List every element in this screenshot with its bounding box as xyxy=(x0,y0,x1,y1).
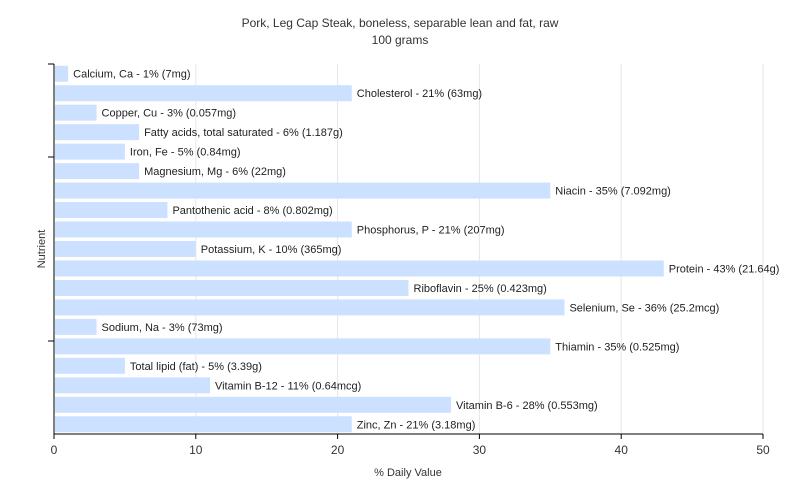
x-tick-label-0: 0 xyxy=(51,443,58,457)
bar-7 xyxy=(55,182,551,199)
bar-1 xyxy=(55,65,69,82)
bar-18 xyxy=(55,396,452,413)
chart-title: Pork, Leg Cap Steak, boneless, separable… xyxy=(242,16,559,30)
x-tick-label-10: 10 xyxy=(189,443,203,457)
bar-4 xyxy=(55,124,140,141)
bars: Calcium, Ca - 1% (7mg) Cholesterol - 21% … xyxy=(55,65,780,433)
axes xyxy=(48,63,764,439)
y-axis-label: Nutrient xyxy=(36,230,48,269)
bar-13 xyxy=(55,299,565,316)
bar-10 xyxy=(55,241,196,257)
bar-8 xyxy=(55,202,168,219)
bar-label-2: Cholesterol - 21% (63mg) xyxy=(357,88,482,100)
bar-label-5: Iron, Fe - 5% (0.84mg) xyxy=(130,147,241,159)
bar-3 xyxy=(55,104,97,121)
bar-label-19: Zinc, Zn - 21% (3.18mg) xyxy=(357,419,476,431)
chart-subtitle: 100 grams xyxy=(372,33,429,47)
bar-label-15: Thiamin - 35% (0.525mg) xyxy=(555,341,679,353)
x-tick-label-30: 30 xyxy=(473,443,487,457)
bar-label-1: Calcium, Ca - 1% (7mg) xyxy=(73,69,190,81)
x-tick-label-50: 50 xyxy=(756,443,770,457)
x-tick-label-40: 40 xyxy=(615,443,629,457)
x-tick-label-20: 20 xyxy=(331,443,345,457)
bar-12 xyxy=(55,279,409,296)
bar-14 xyxy=(55,318,97,335)
bar-label-10: Potassium, K - 10% (365mg) xyxy=(201,244,342,256)
bar-label-8: Pantothenic acid - 8% (0.802mg) xyxy=(172,205,332,217)
bar-label-9: Phosphorus, P - 21% (207mg) xyxy=(357,225,505,237)
bar-label-17: Vitamin B-12 - 11% (0.64mcg) xyxy=(215,380,361,392)
bar-label-3: Copper, Cu - 3% (0.057mg) xyxy=(102,108,237,120)
bar-17 xyxy=(55,377,210,394)
bar-15 xyxy=(55,338,551,355)
bar-label-4: Fatty acids, total saturated - 6% (1.187… xyxy=(144,127,343,139)
bar-label-18: Vitamin B-6 - 28% (0.553mg) xyxy=(456,400,598,412)
bar-label-13: Selenium, Se - 36% (25.2mcg) xyxy=(569,302,719,314)
bar-19 xyxy=(55,416,352,433)
bar-6 xyxy=(55,163,140,180)
x-tick-labels: 0 10 20 30 40 50 xyxy=(51,443,770,457)
bar-11 xyxy=(55,260,664,277)
x-axis-label: % Daily Value xyxy=(374,467,442,479)
bar-label-14: Sodium, Na - 3% (73mg) xyxy=(102,322,223,334)
bar-label-16: Total lipid (fat) - 5% (3.39g) xyxy=(130,361,262,373)
bar-16 xyxy=(55,357,125,374)
bar-label-6: Magnesium, Mg - 6% (22mg) xyxy=(144,166,286,178)
bar-label-7: Niacin - 35% (7.092mg) xyxy=(555,186,671,198)
bar-label-12: Riboflavin - 25% (0.423mg) xyxy=(414,283,547,295)
gridlines xyxy=(195,64,764,434)
bar-5 xyxy=(55,143,125,160)
bar-9 xyxy=(55,221,352,238)
bar-label-11: Protein - 43% (21.64g) xyxy=(669,263,780,275)
bar-2 xyxy=(55,85,352,102)
